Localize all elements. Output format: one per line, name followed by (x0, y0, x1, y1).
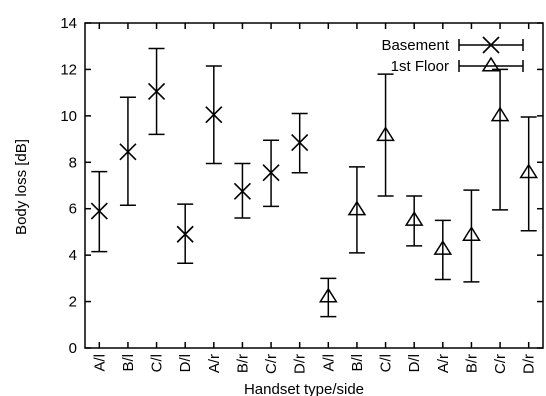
x-marker (90, 202, 108, 220)
triangle-marker (376, 126, 395, 142)
y-tick-label: 2 (69, 294, 77, 311)
x-tick-label: D/l (406, 354, 423, 372)
y-tick-label: 0 (69, 340, 77, 357)
x-tick-label: A/l (320, 354, 337, 372)
triangle-marker (481, 56, 501, 72)
y-tick-label: 4 (69, 247, 77, 264)
legend: Basement 1st Floor (381, 36, 524, 75)
x-marker (482, 36, 500, 54)
x-marker (119, 143, 137, 161)
x-axis-title: Handset type/side (244, 381, 364, 396)
x-marker (262, 164, 280, 182)
x-tick-label: A/l (91, 354, 108, 372)
x-marker (233, 182, 252, 200)
y-tick-label: 14 (60, 15, 77, 32)
triangle-marker (462, 225, 481, 241)
plot-frame (84, 22, 544, 349)
triangle-marker (318, 287, 338, 303)
x-tick-label: C/l (149, 354, 166, 372)
triangle-marker (490, 106, 510, 122)
x-marker (176, 225, 194, 243)
x-tick-label: D/r (292, 354, 309, 374)
x-tick-label: C/r (263, 354, 280, 374)
x-tick-label: D/r (521, 354, 538, 374)
y-tick-label: 8 (69, 154, 77, 171)
x-tick-label: D/l (177, 354, 194, 372)
x-tick-label: B/l (120, 354, 137, 372)
triangle-marker (519, 163, 539, 179)
y-tick-label: 10 (60, 108, 77, 125)
triangle-marker (347, 200, 367, 216)
x-tick-label: C/l (378, 354, 395, 372)
axes: 0 2 4 6 8 10 12 14 A/l B/l C/l D/l A/r B/r C/r D/r A/l B/… (60, 15, 544, 374)
y-axis-title: Body loss [dB] (13, 139, 30, 235)
legend-label-first-floor: 1st Floor (391, 58, 449, 75)
plot-marks (90, 47, 539, 318)
x-tick-label: A/r (435, 354, 452, 373)
x-marker (147, 82, 166, 101)
x-marker (205, 106, 223, 124)
y-tick-label: 6 (69, 201, 77, 218)
triangle-marker (404, 210, 424, 226)
x-tick-label: A/r (206, 354, 223, 373)
x-tick-label: B/r (234, 354, 251, 373)
triangle-marker (433, 239, 453, 255)
y-tick-label: 12 (60, 61, 77, 78)
x-marker (291, 133, 309, 152)
x-tick-label: B/r (463, 354, 480, 373)
legend-label-basement: Basement (381, 37, 449, 54)
x-tick-label: C/r (492, 354, 509, 374)
x-tick-label: B/l (349, 354, 366, 372)
